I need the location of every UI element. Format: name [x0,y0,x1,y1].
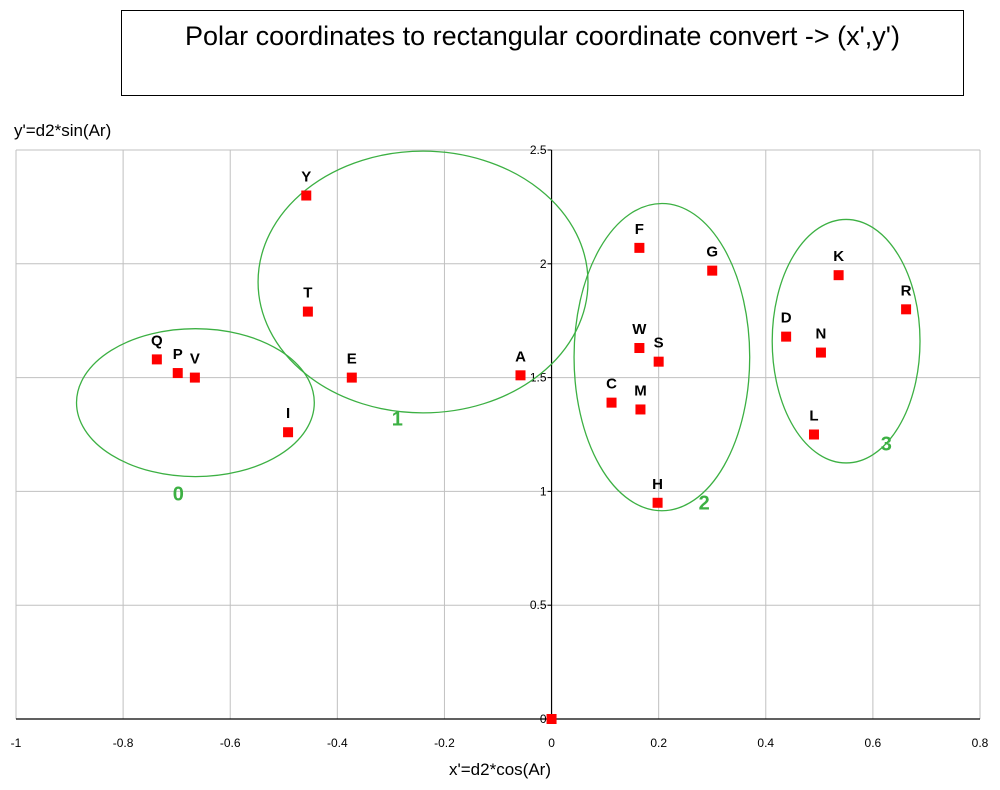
point-N [815,347,826,358]
y-tick-label: 2.5 [530,143,547,157]
point-origin [546,714,557,724]
point-label-S: S [654,335,664,352]
x-tick-label: -1 [11,736,22,750]
x-tick-label: 0 [548,736,555,750]
point-label-L: L [809,408,818,425]
point-label-K: K [833,248,844,265]
point-label-G: G [706,244,718,261]
point-P [172,368,183,379]
title-box: Polar coordinates to rectangular coordin… [121,10,964,96]
x-tick-label: 0.8 [972,736,989,750]
x-tick-label: 0.6 [865,736,882,750]
point-G [707,265,718,276]
y-axis-label: y'=d2*sin(Ar) [14,121,112,140]
point-C [606,397,617,408]
cluster-2-label: 2 [699,493,710,515]
point-I [283,427,294,438]
point-label-P: P [173,346,183,363]
cluster-0-label: 0 [173,484,184,506]
point-F [634,242,645,253]
point-label-C: C [606,376,617,393]
y-tick-label: 1 [540,484,547,498]
x-tick-label: -0.6 [220,736,241,750]
point-label-I: I [286,405,290,422]
point-label-W: W [632,321,647,338]
cluster-0-ellipse [75,328,315,478]
grid [15,149,981,719]
cluster-3-label: 3 [881,433,892,455]
x-tick-label: 0.2 [650,736,667,750]
x-tick-label: -0.2 [434,736,455,750]
y-tick-label: 0.5 [530,598,547,612]
point-label-R: R [901,282,912,299]
point-H [652,497,663,508]
cluster-1-label: 1 [392,408,403,430]
point-S [653,356,664,367]
cluster-1-ellipse [257,150,589,414]
y-tick-label: 1.5 [530,371,547,385]
point-V [189,372,200,383]
point-label-A: A [515,348,526,365]
point-Q [151,354,162,365]
point-label-E: E [347,351,357,368]
point-label-F: F [635,221,644,238]
point-label-Q: Q [151,332,163,349]
x-axis-label: x'=d2*cos(Ar) [449,760,551,779]
point-label-M: M [634,382,647,399]
x-tick-label: -0.4 [327,736,348,750]
axes: -1 -0.8 -0.6 -0.4 -0.2 0 0.2 0.4 0.6 0.8 0 0.5 1 1.5 2… [11,143,989,750]
points: QP V I Y T E A F G WS C M H D K R N L [151,169,912,724]
y-tick-label: 2 [540,257,547,271]
cluster-3-ellipse [771,218,921,464]
x-tick-label: -0.8 [113,736,134,750]
point-L [808,429,819,440]
x-tick-label: 0.4 [757,736,774,750]
point-D [781,331,792,342]
point-A [515,370,526,381]
point-E [346,372,357,383]
point-K [833,270,844,281]
point-label-H: H [652,476,663,493]
clusters: 0 1 2 3 [75,150,921,515]
point-label-N: N [816,326,827,343]
point-label-Y: Y [301,169,311,186]
point-label-T: T [303,285,312,302]
point-Y [301,190,312,201]
chart-title: Polar coordinates to rectangular coordin… [185,21,900,51]
point-W [634,343,645,354]
point-label-V: V [190,351,200,368]
cluster-2-ellipse [573,202,751,512]
point-label-D: D [781,310,792,327]
point-T [302,306,313,317]
point-M [635,404,646,415]
point-R [901,304,912,315]
